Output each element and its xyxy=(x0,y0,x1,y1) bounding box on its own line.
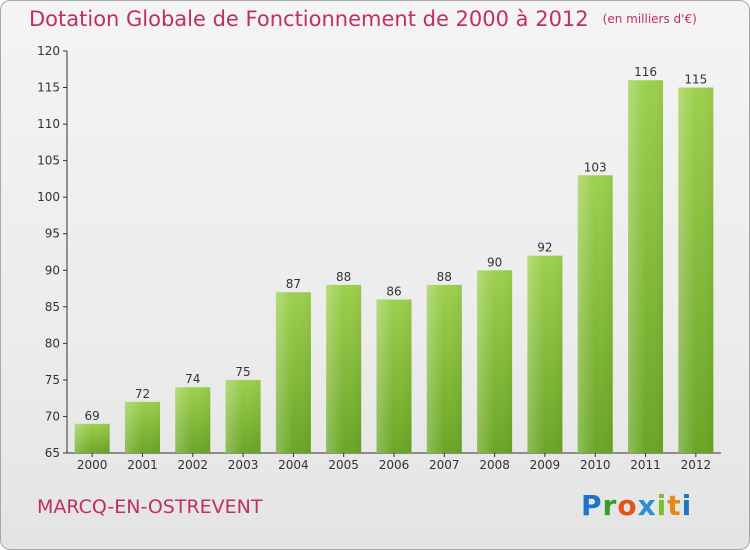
bar-shade xyxy=(628,80,664,454)
data-label: 69 xyxy=(85,409,100,423)
y-tick-label: 105 xyxy=(37,154,60,168)
bar-shade xyxy=(275,292,311,453)
x-tick-label: 2005 xyxy=(328,458,359,472)
data-label: 86 xyxy=(386,285,401,299)
logo-letter: o xyxy=(617,489,638,522)
logo-letter: i xyxy=(656,489,668,522)
bar-shade xyxy=(577,175,613,453)
y-tick-label: 90 xyxy=(45,263,60,277)
data-label: 75 xyxy=(235,365,250,379)
bar-shade xyxy=(175,387,211,453)
data-label: 88 xyxy=(336,270,351,284)
data-label: 88 xyxy=(437,270,452,284)
data-label: 72 xyxy=(135,387,150,401)
bar-shade xyxy=(678,87,714,453)
x-tick-label: 2003 xyxy=(228,458,259,472)
x-tick-label: 2004 xyxy=(278,458,309,472)
bar-shade xyxy=(426,284,462,453)
y-tick-label: 110 xyxy=(37,117,60,131)
y-tick-label: 80 xyxy=(45,336,60,350)
bar-shade xyxy=(225,379,261,453)
axes: 65 70 75 80 85 90 95 100 105 110 115 120 2000 2001 200… xyxy=(37,44,721,472)
x-tick-label: 2009 xyxy=(530,458,561,472)
x-tick-label: 2001 xyxy=(127,458,158,472)
data-label: 92 xyxy=(537,241,552,255)
data-label: 87 xyxy=(286,277,301,291)
proxiti-logo: Proxiti xyxy=(581,489,692,522)
commune-name: MARCQ-EN-OSTREVENT xyxy=(37,496,263,518)
x-tick-label: 2010 xyxy=(580,458,611,472)
x-tick-label: 2000 xyxy=(77,458,108,472)
bar-shade xyxy=(477,270,513,453)
x-tick-label: 2006 xyxy=(379,458,410,472)
y-tick-label: 115 xyxy=(37,81,60,95)
bar-shade xyxy=(124,401,160,453)
y-tick-label: 120 xyxy=(37,44,60,58)
logo-letter: r xyxy=(602,489,618,522)
x-tick-label: 2012 xyxy=(681,458,712,472)
x-tick-label: 2007 xyxy=(429,458,460,472)
logo-letter: t xyxy=(667,489,682,522)
logo-letter: i xyxy=(681,489,693,522)
bar-shade xyxy=(527,255,563,453)
x-tick-label: 2008 xyxy=(479,458,510,472)
x-tick-label: 2002 xyxy=(177,458,208,472)
chart-title: Dotation Globale de Fonctionnement de 20… xyxy=(29,7,697,31)
y-tick-label: 95 xyxy=(45,227,60,241)
y-tick-label: 85 xyxy=(45,300,60,314)
y-tick-label: 75 xyxy=(45,373,60,387)
logo-letter: P xyxy=(581,489,603,522)
data-label: 74 xyxy=(185,372,200,386)
bars: 69 72 74 75 87 88 86 88 90 92 103 116 115 xyxy=(74,65,714,454)
data-label: 103 xyxy=(584,160,607,174)
y-tick-label: 70 xyxy=(45,409,60,423)
bar-shade xyxy=(376,299,412,453)
y-tick-label: 100 xyxy=(37,190,60,204)
data-label: 116 xyxy=(634,65,657,79)
bar-shade xyxy=(326,284,362,453)
data-label: 90 xyxy=(487,255,502,269)
x-tick-label: 2011 xyxy=(630,458,661,472)
logo-letter: x xyxy=(637,489,657,522)
chart-unit: (en milliers d'€) xyxy=(602,12,697,26)
y-tick-label: 65 xyxy=(45,446,60,460)
bar-shade xyxy=(74,423,110,453)
data-label: 115 xyxy=(684,73,707,87)
chart-title-text: Dotation Globale de Fonctionnement de 20… xyxy=(29,7,589,31)
